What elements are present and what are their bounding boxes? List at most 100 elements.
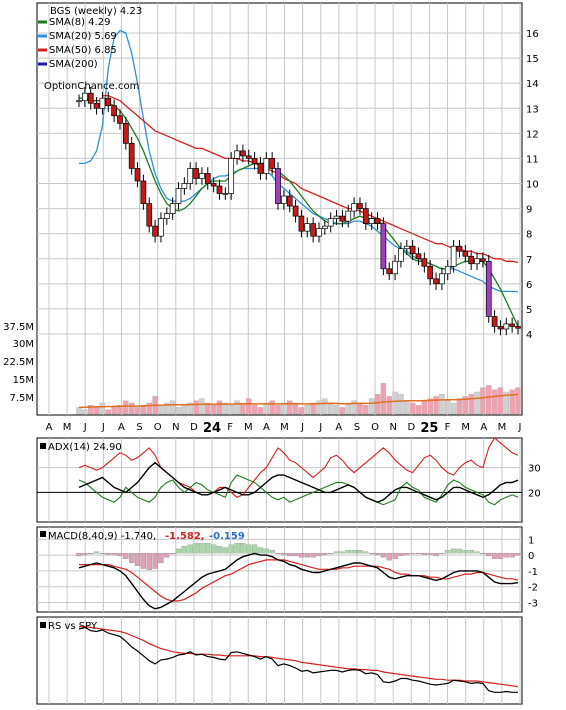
sma50-line	[102, 95, 519, 264]
month-label: J	[518, 422, 522, 433]
macd-histogram-bar	[427, 552, 433, 555]
macd-histogram-bar	[175, 548, 182, 554]
month-label: O	[154, 422, 162, 433]
macd-histogram-bar	[275, 552, 281, 555]
candle-body	[444, 265, 451, 275]
macd-histogram-bar	[450, 548, 457, 554]
candle-body	[140, 180, 147, 204]
volume-bar	[164, 402, 170, 415]
month-label: N	[172, 422, 179, 433]
macd-histogram-bar	[181, 545, 188, 554]
candle-body	[327, 218, 334, 227]
volume-bar	[199, 398, 205, 415]
macd-histogram-bar	[216, 545, 223, 554]
volume-bar	[339, 407, 346, 415]
month-label: A	[118, 422, 125, 433]
candle-body	[480, 258, 486, 262]
volume-bar	[187, 402, 193, 415]
macd-histogram-bar	[99, 552, 106, 555]
adx-tick-label: 20	[528, 488, 541, 499]
volume-bar	[468, 394, 474, 415]
candle-body	[251, 158, 258, 164]
macd-signal-label: -1.582,	[165, 531, 205, 542]
volume-bar	[257, 407, 264, 415]
volume-bar	[515, 387, 521, 415]
candle-body	[485, 260, 492, 317]
macd-histogram-bar	[433, 552, 439, 557]
volume-bar	[88, 405, 94, 415]
candle-body	[450, 245, 457, 267]
volume-bar	[421, 400, 428, 415]
candle-body	[357, 203, 363, 209]
macd-histogram-bar	[322, 552, 328, 555]
candle-body	[263, 158, 270, 174]
macd-histogram-bar	[251, 544, 258, 554]
candle-body	[368, 218, 375, 224]
candle-body	[316, 228, 322, 237]
price-tick-label: 7	[526, 255, 532, 266]
legend-entry: SMA(200)	[49, 59, 98, 70]
macd-histogram-bar	[82, 552, 88, 555]
candle-body	[158, 218, 164, 237]
macd-histogram-bar	[205, 543, 211, 554]
volume-bar	[509, 389, 515, 415]
month-label: J	[101, 422, 105, 433]
rs-legend-swatch	[40, 622, 46, 628]
volume-bar	[82, 409, 88, 415]
macd-histogram-bar	[281, 552, 287, 555]
candle-body	[304, 223, 311, 232]
volume-bar	[169, 400, 176, 415]
price-tick-label: 9	[526, 205, 532, 216]
legend-entry: SMA(8) 4.29	[49, 17, 110, 28]
month-label: M	[244, 422, 253, 433]
price-candles	[76, 86, 521, 336]
macd-histogram-bar	[339, 551, 346, 554]
macd-histogram-bar	[111, 552, 117, 555]
rs-line	[78, 626, 518, 693]
candle-body	[433, 278, 439, 285]
candle-body	[128, 143, 135, 169]
volume-bars	[76, 383, 521, 415]
price-tick-label: 13	[526, 104, 539, 115]
macd-signal-line	[79, 559, 519, 602]
volume-bar	[105, 409, 111, 415]
volume-bar	[398, 394, 404, 415]
volume-bar	[181, 405, 188, 415]
macd-histogram-bar	[129, 552, 135, 564]
candle-body	[427, 265, 434, 280]
macd-histogram-bar	[503, 552, 509, 558]
macd-legend-swatch	[40, 531, 46, 537]
candle-body	[269, 158, 276, 169]
volume-bar	[76, 407, 82, 415]
macd-histogram-bar	[328, 552, 334, 555]
macd-hist-label: -0.159	[209, 531, 245, 542]
candle-body	[222, 193, 229, 195]
candle-body	[474, 258, 480, 265]
candle-body	[82, 92, 88, 102]
adx-panel-frame	[36, 437, 523, 523]
candle-body	[439, 273, 445, 285]
macd-histogram-bar	[123, 552, 129, 559]
candle-body	[240, 150, 246, 157]
volume-bar	[450, 402, 457, 415]
macd-line	[78, 552, 519, 610]
volume-bar	[427, 398, 433, 415]
volume-bar	[368, 398, 375, 415]
volume-bar	[193, 400, 199, 415]
candle-body	[509, 323, 515, 327]
candle-body	[216, 185, 223, 194]
candle-body	[210, 183, 217, 187]
candle-body	[228, 158, 235, 194]
candle-body	[169, 203, 176, 214]
volume-bar	[310, 402, 316, 415]
candle-body	[503, 323, 510, 330]
macd-histogram-bar	[462, 550, 468, 554]
volume-tick-label: 7.5M	[9, 393, 34, 404]
macd-histogram-bar	[304, 552, 310, 558]
month-label: N	[389, 422, 396, 433]
candle-body	[491, 316, 498, 327]
volume-bar	[404, 400, 410, 415]
price-tick-label: 11	[526, 154, 539, 165]
chart-title: BGS (weekly) 4.23	[50, 6, 142, 17]
macd-histogram-bar	[398, 552, 404, 557]
